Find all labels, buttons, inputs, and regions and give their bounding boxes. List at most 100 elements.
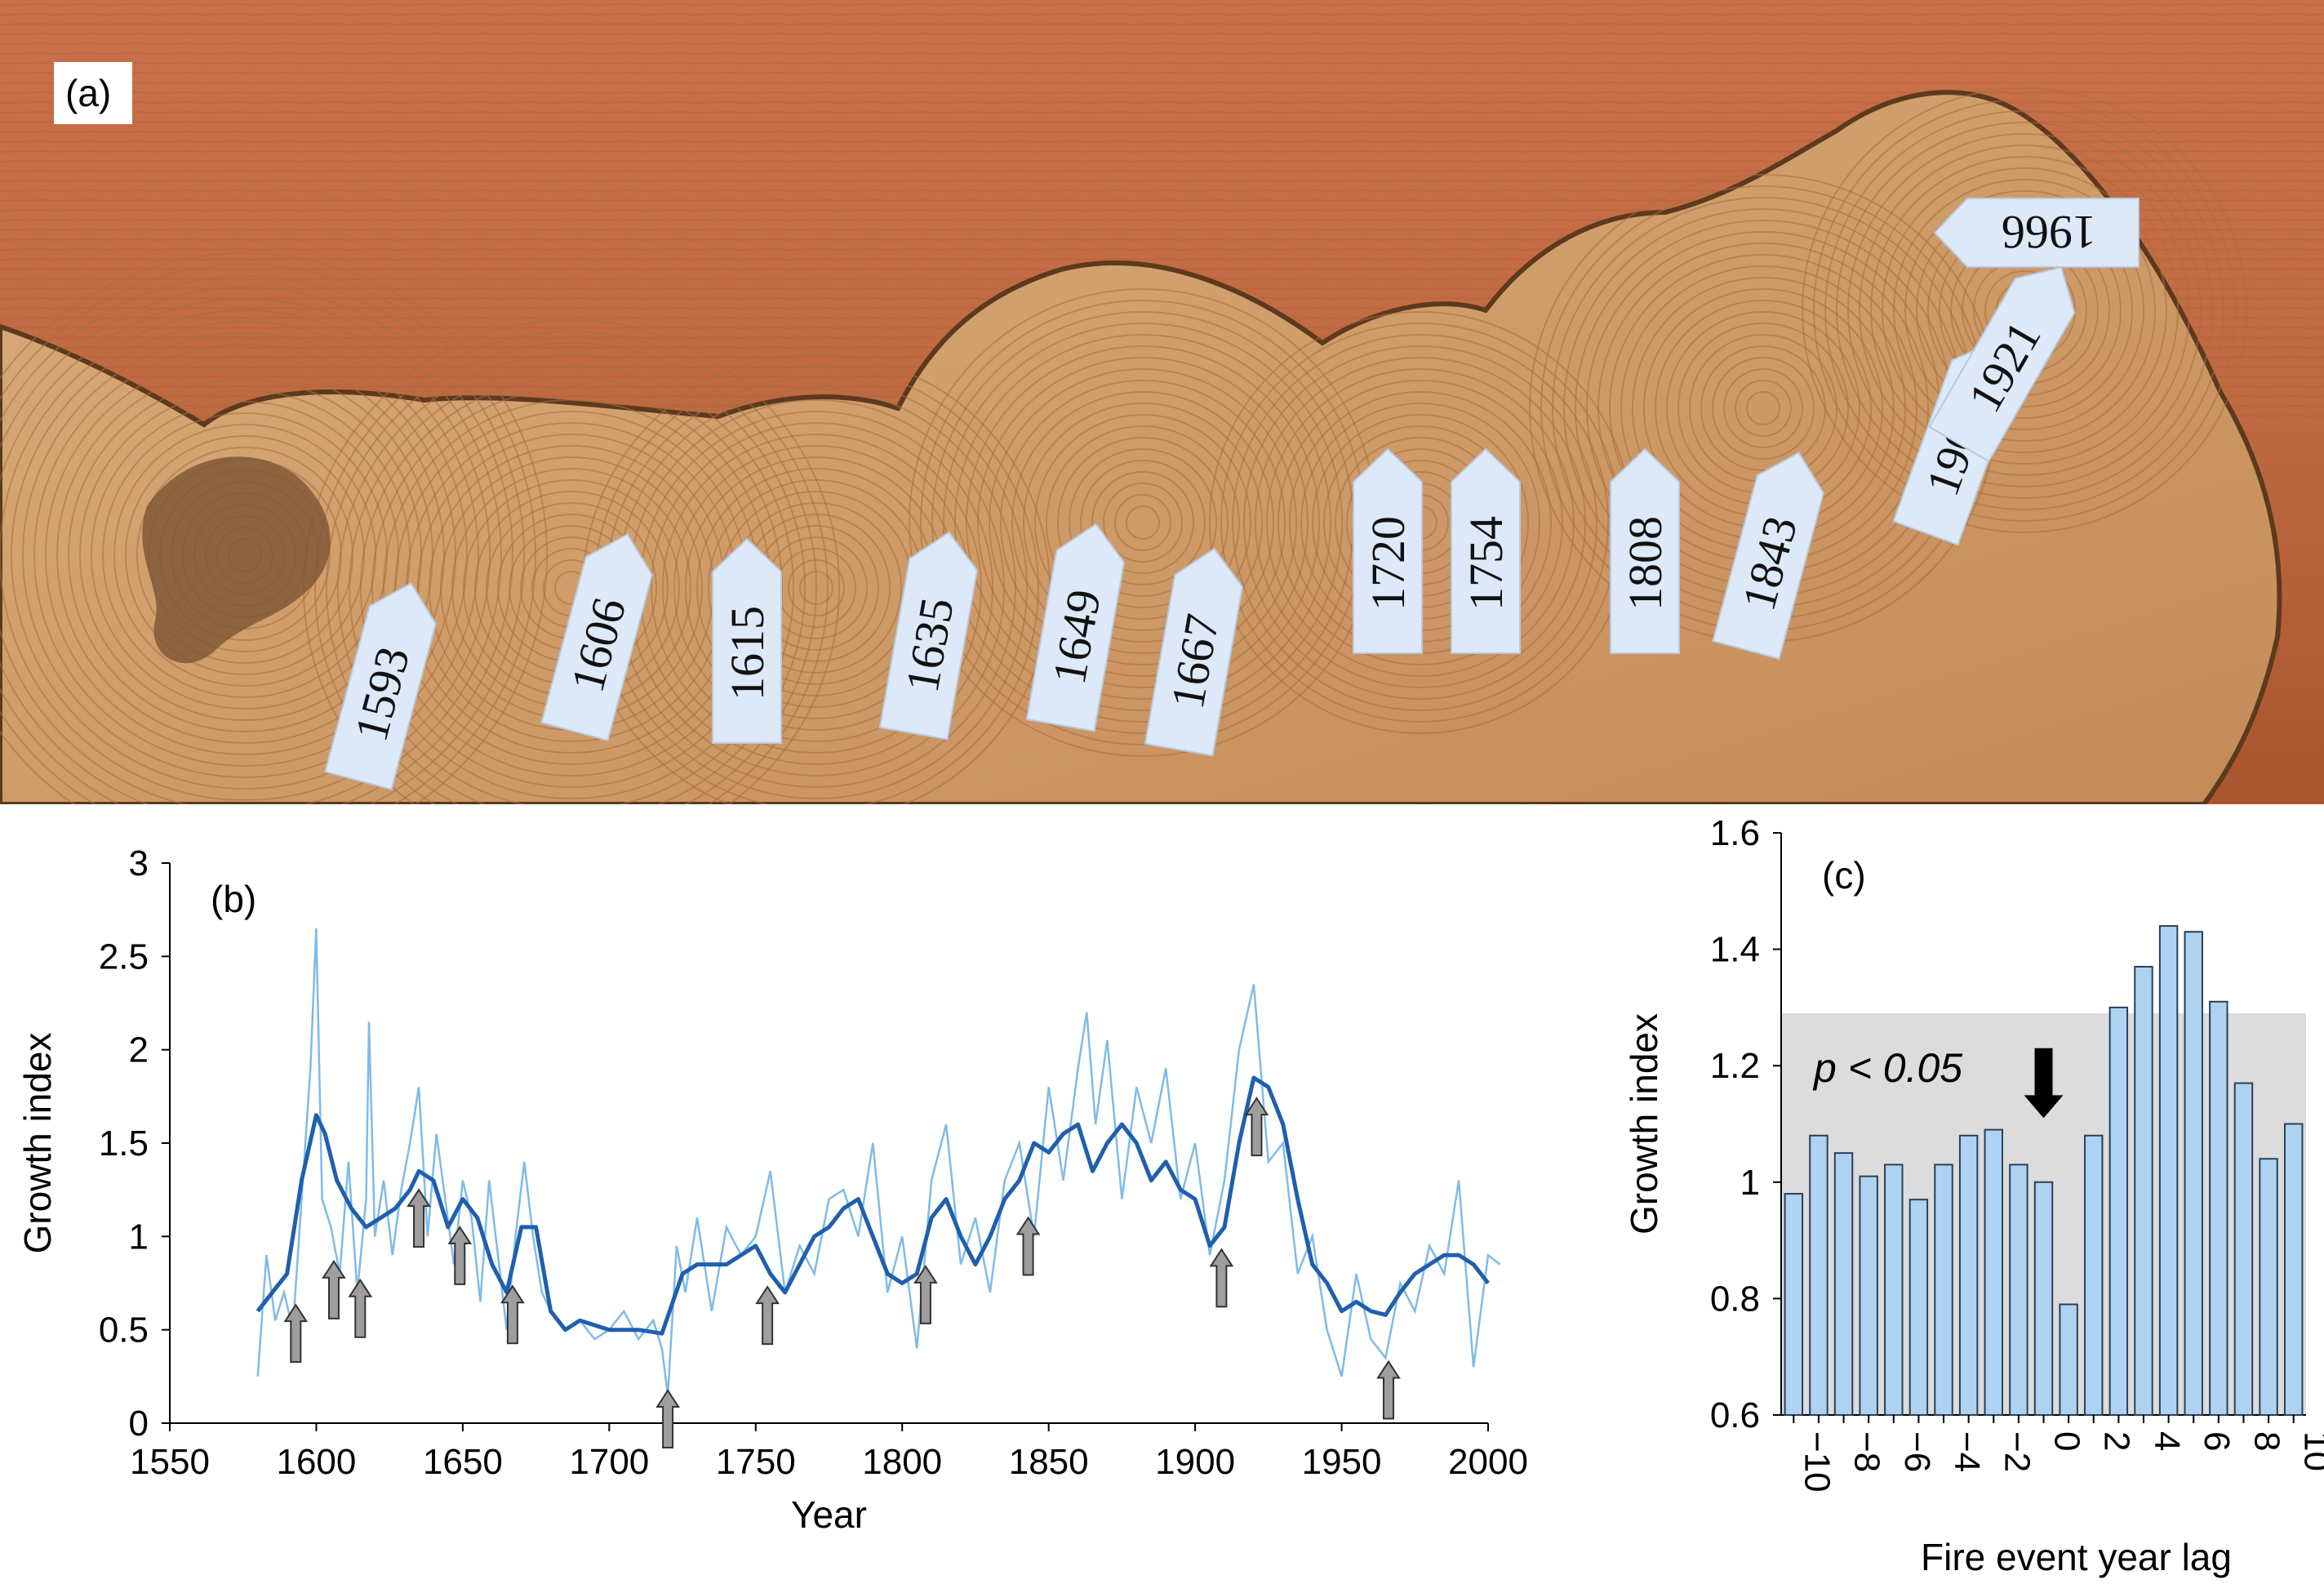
year-tag: 1754 <box>1451 447 1521 654</box>
c-x-tick-label: −8 <box>1847 1431 1887 1472</box>
c-y-tick-label: 1.6 <box>1710 813 1760 853</box>
growth-ring <box>33 344 456 767</box>
b-x-tick-label: 1900 <box>1155 1442 1235 1482</box>
year-tag-text: 1966 <box>2002 206 2096 259</box>
c-bar <box>1909 1199 1929 1416</box>
c-y-tick-label: 1.2 <box>1710 1046 1760 1086</box>
growth-ring <box>1859 145 2190 476</box>
year-tag: 1615 <box>712 537 782 744</box>
growth-ring <box>1057 437 1229 608</box>
c-x-tick-label: 2 <box>2097 1431 2137 1451</box>
growth-ring <box>1746 391 1780 425</box>
growth-ring <box>977 357 1309 688</box>
growth-ring <box>1011 391 1274 654</box>
growth-ring <box>1091 471 1194 574</box>
year-tag: 1606 <box>540 533 653 742</box>
growth-ring <box>1255 357 1586 688</box>
b-fire-event-arrow <box>348 1278 373 1338</box>
b-y-tick-label: 2.5 <box>99 937 149 977</box>
b-fire-event-arrow <box>283 1303 309 1364</box>
b-x-tick-label: 1950 <box>1302 1442 1382 1482</box>
growth-ring <box>1813 99 2236 522</box>
growth-ring <box>989 368 1297 677</box>
c-x-tick-label: −10 <box>1797 1431 1837 1493</box>
b-fire-event-arrow <box>655 1389 680 1448</box>
growth-ring <box>1882 167 2167 453</box>
growth-ring <box>1126 505 1160 540</box>
b-fire-event-arrow <box>407 1188 431 1248</box>
growth-ring <box>1824 110 2224 510</box>
c-bar <box>1934 1164 1953 1416</box>
growth-ring <box>1080 460 1206 585</box>
c-x-tick-label: 10 <box>2297 1431 2324 1471</box>
decayed-pith <box>142 456 331 664</box>
growth-ring <box>1836 122 2213 499</box>
b-x-tick-label: 1750 <box>716 1442 796 1482</box>
growth-ring <box>11 321 479 790</box>
growth-ring <box>1034 414 1251 631</box>
c-bar <box>2184 931 2203 1416</box>
year-tag: 1635 <box>878 531 979 741</box>
c-fire-event-marker-arrow <box>2024 1048 2064 1119</box>
c-bar <box>2233 1082 2254 1416</box>
growth-ring <box>788 559 845 616</box>
year-tag-paper <box>878 531 979 741</box>
c-y-tick-label: 0.8 <box>1710 1279 1760 1319</box>
growth-ring <box>0 252 548 804</box>
growth-ring <box>966 345 1320 700</box>
c-y-axis-title: Growth index <box>1623 1013 1665 1235</box>
growth-ring <box>0 298 502 804</box>
growth-ring <box>1870 156 2179 465</box>
year-tag-text: 1615 <box>721 606 774 701</box>
year-tag-paper <box>1353 447 1423 654</box>
growth-ring <box>0 287 513 804</box>
growth-ring <box>1735 380 1792 437</box>
b-fire-event-arrow <box>1376 1359 1401 1420</box>
c-panel-label: (c) <box>1822 854 1866 897</box>
chart-c-fire-lag-bars: 0.6 0.8 1 1.2 1.4 1.6 −10 −8 −6 −4 −2 0 2 4 6 8 10 Fire e… <box>1551 804 2324 1584</box>
b-series-annual-line <box>256 928 1501 1395</box>
fire-scar-tags: 1593 1606 1615 1635 1649 1667 1720 1754 1808 1843… <box>324 198 2140 791</box>
growth-ring <box>337 354 806 804</box>
year-tag: 1593 <box>324 582 437 791</box>
b-fire-event-arrow <box>1209 1248 1234 1308</box>
c-significance-label: p < 0.05 <box>1812 1045 1962 1091</box>
b-x-axis-title: Year <box>791 1493 867 1536</box>
panel-a-label: (a) <box>65 72 111 114</box>
year-tag: 1808 <box>1610 447 1680 654</box>
growth-ring <box>1723 368 1803 448</box>
growth-ring <box>1046 425 1240 620</box>
c-bar <box>2108 1006 2129 1416</box>
b-y-tick-label: 1.5 <box>99 1123 149 1164</box>
c-x-tick-label: −6 <box>1897 1431 1937 1472</box>
c-bar <box>1784 1193 1804 1416</box>
c-bar <box>2209 1000 2228 1417</box>
c-x-tick-label: 8 <box>2246 1431 2286 1451</box>
year-tag: 1649 <box>1025 523 1126 732</box>
growth-ring <box>954 334 1331 711</box>
b-y-tick-label: 2 <box>129 1030 149 1070</box>
growth-ring <box>0 275 525 804</box>
year-tag-paper <box>712 537 782 744</box>
c-bar <box>1859 1175 1878 1416</box>
b-y-tick-label: 0.5 <box>99 1310 149 1350</box>
c-bar <box>2283 1123 2304 1416</box>
b-x-tick-label: 1550 <box>130 1442 210 1482</box>
c-x-tick-label: −4 <box>1947 1431 1987 1472</box>
b-x-tick-label: 1600 <box>276 1442 356 1482</box>
growth-ring <box>1023 403 1263 643</box>
b-y-axis-title: Growth index <box>16 1032 59 1253</box>
b-x-tick-label: 1700 <box>569 1442 649 1482</box>
b-fire-event-arrow <box>913 1265 938 1324</box>
c-bar <box>1984 1128 2003 1416</box>
c-bar <box>1833 1152 1854 1416</box>
b-fire-event-arrow <box>322 1259 346 1319</box>
chart-b-svg: 1550 1600 1650 1700 1750 1800 1850 1900 1950 2000… <box>16 843 1528 1536</box>
year-tag: 1843 <box>1712 452 1824 661</box>
growth-ring <box>1278 380 1563 665</box>
b-fire-event-arrow <box>1244 1097 1269 1157</box>
c-bar <box>2259 1158 2278 1416</box>
growth-ring <box>1069 448 1217 597</box>
growth-ring <box>0 309 491 801</box>
c-bar <box>2033 1181 2054 1416</box>
